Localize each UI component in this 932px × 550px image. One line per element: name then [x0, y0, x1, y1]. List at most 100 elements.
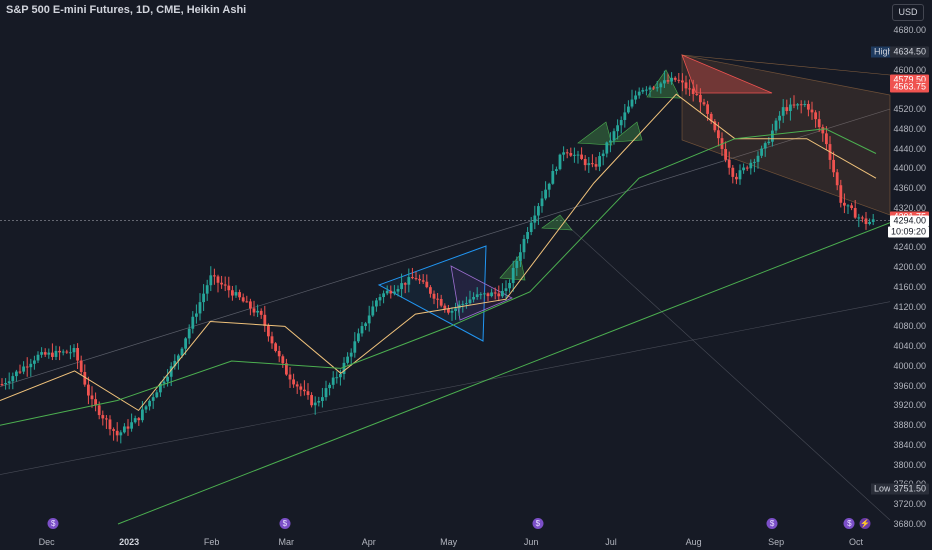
candle-body [475, 294, 479, 297]
candle-body [706, 104, 709, 114]
candle-body [810, 109, 814, 113]
time-tick-label: 2023 [119, 537, 140, 547]
candle-body [846, 205, 850, 207]
candle-body [807, 104, 810, 110]
dividend-icon[interactable]: $ [279, 518, 291, 529]
dividend-icon[interactable]: $ [843, 518, 855, 529]
candle-body [781, 107, 785, 116]
candle-body [526, 232, 529, 239]
candle-body [393, 291, 396, 294]
candle-body [447, 308, 450, 313]
moving-average-slow[interactable] [0, 128, 877, 426]
candle-body [493, 292, 497, 294]
high-price-tag: 4634.50 [890, 46, 929, 58]
candle-body [288, 374, 292, 380]
candle-body [411, 277, 414, 279]
candle-body [465, 303, 468, 305]
price-tick-label: 4240.00 [893, 242, 926, 253]
candle-body [839, 185, 843, 203]
candle-body [292, 379, 295, 385]
candle-body [418, 278, 421, 281]
candle-body [497, 293, 501, 297]
candle-body [641, 90, 645, 92]
candle-body [558, 154, 562, 170]
candle-body [792, 104, 796, 106]
candle-body [385, 290, 389, 294]
price-tick-label: 4320.00 [893, 202, 926, 213]
candle-body [727, 159, 731, 168]
fan-line [569, 227, 891, 521]
candle-body [342, 362, 346, 374]
candle-body [555, 169, 558, 172]
candle-body [141, 409, 144, 421]
bull-triangle[interactable] [577, 121, 613, 146]
candle-body [119, 432, 123, 436]
bull-triangle[interactable] [646, 69, 681, 99]
candle-body [695, 94, 699, 96]
candle-body [565, 152, 569, 154]
price-tick-label: 4600.00 [893, 64, 926, 75]
candle-body [472, 296, 475, 300]
candle-body [713, 121, 717, 131]
candle-body [25, 366, 29, 368]
trend-line[interactable] [117, 222, 891, 525]
candle-body [425, 281, 429, 288]
price-tick-label: 4440.00 [893, 143, 926, 154]
dividend-icon[interactable]: $ [47, 518, 59, 529]
candle-body [843, 202, 846, 206]
candle-body [436, 298, 439, 300]
candle-body [364, 323, 367, 327]
candle-body [803, 104, 807, 106]
candle-body [285, 363, 288, 375]
candle-body [205, 285, 209, 294]
candle-body [4, 382, 7, 385]
candle-body [227, 285, 231, 291]
candle-body [115, 430, 119, 436]
split-icon[interactable]: ⚡ [859, 518, 871, 529]
candle-body [223, 284, 227, 286]
candle-body [421, 280, 425, 282]
candle-body [537, 206, 540, 216]
candle-body [234, 292, 238, 296]
bull-triangle[interactable] [541, 214, 573, 231]
candle-body [396, 289, 400, 292]
channel-lower-line[interactable] [0, 301, 891, 475]
candle-body [637, 91, 641, 96]
candle-body [324, 388, 328, 398]
candle-body [252, 308, 256, 313]
bear-triangle[interactable] [681, 54, 773, 94]
candle-body [130, 422, 133, 429]
candle-body [357, 333, 360, 342]
price-tick-label: 4160.00 [893, 281, 926, 292]
candle-body [231, 290, 234, 296]
candle-body [281, 356, 285, 364]
candle-body [40, 352, 43, 355]
candle-body [389, 290, 393, 294]
channel-upper-line[interactable] [0, 108, 891, 388]
candle-body [432, 293, 436, 299]
price-tick-label: 4400.00 [893, 163, 926, 174]
candle-body [789, 104, 792, 111]
candle-body [468, 299, 472, 304]
candle-body [245, 301, 249, 303]
time-tick-label: Jun [523, 537, 539, 547]
dividend-icon[interactable]: $ [766, 518, 778, 529]
candle-body [22, 366, 25, 372]
candle-body [353, 341, 357, 353]
candle-body [731, 167, 735, 177]
candle-body [378, 297, 382, 301]
candle-body [511, 267, 515, 284]
currency-button[interactable]: USD [892, 4, 924, 21]
candle-body [587, 163, 591, 166]
candle-body [630, 99, 634, 107]
level-a-tag: 4579.50 [890, 74, 929, 86]
candle-body [43, 352, 47, 355]
bull-triangle[interactable] [611, 121, 643, 143]
candle-body [58, 350, 61, 353]
candle-body [126, 426, 130, 429]
countdown-tag: 10:09:20 [887, 226, 929, 238]
candle-body [439, 298, 443, 306]
candle-body [666, 80, 670, 82]
dividend-icon[interactable]: $ [532, 518, 544, 529]
